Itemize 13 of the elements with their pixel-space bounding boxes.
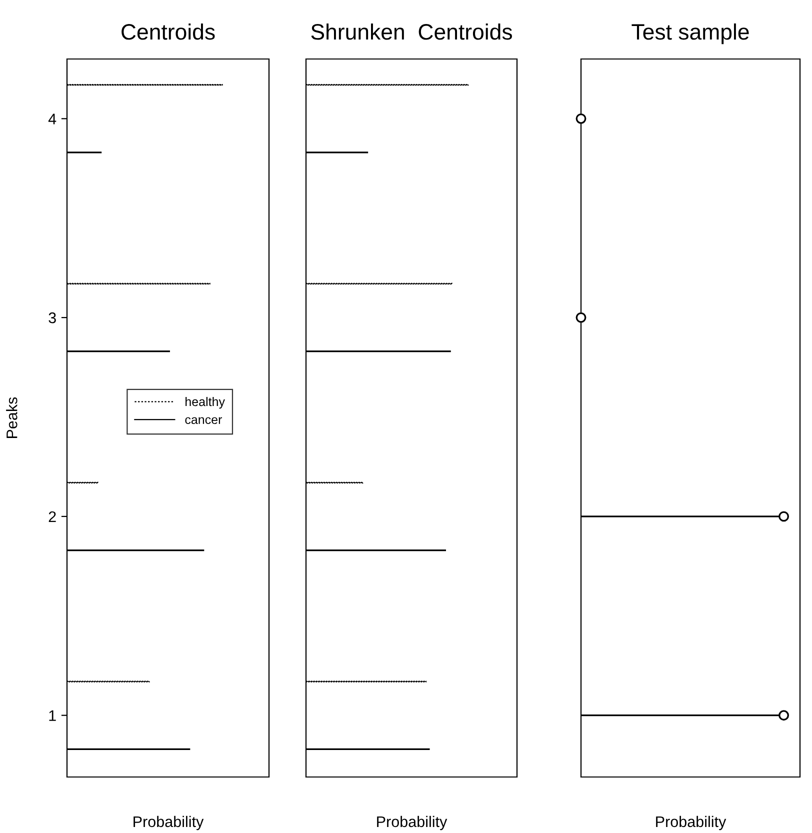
y-tick-label: 1 <box>49 710 56 721</box>
x-axis-title: Probability <box>656 816 726 830</box>
legend-label: healthy <box>186 396 225 409</box>
y-tick-label: 2 <box>48 511 56 522</box>
chart-title: Shrunken Centroids <box>311 23 512 40</box>
chart-title: Centroids <box>122 23 215 40</box>
x-axis-title: Probability <box>377 816 448 830</box>
y-tick-label: 3 <box>48 312 56 324</box>
legend-label: cancer <box>185 417 222 424</box>
x-axis-title: Probability <box>134 816 204 830</box>
chart-title: Test sample <box>632 23 749 44</box>
y-tick-label: 4 <box>48 114 56 124</box>
y-axis-title: Peaks <box>6 397 18 438</box>
